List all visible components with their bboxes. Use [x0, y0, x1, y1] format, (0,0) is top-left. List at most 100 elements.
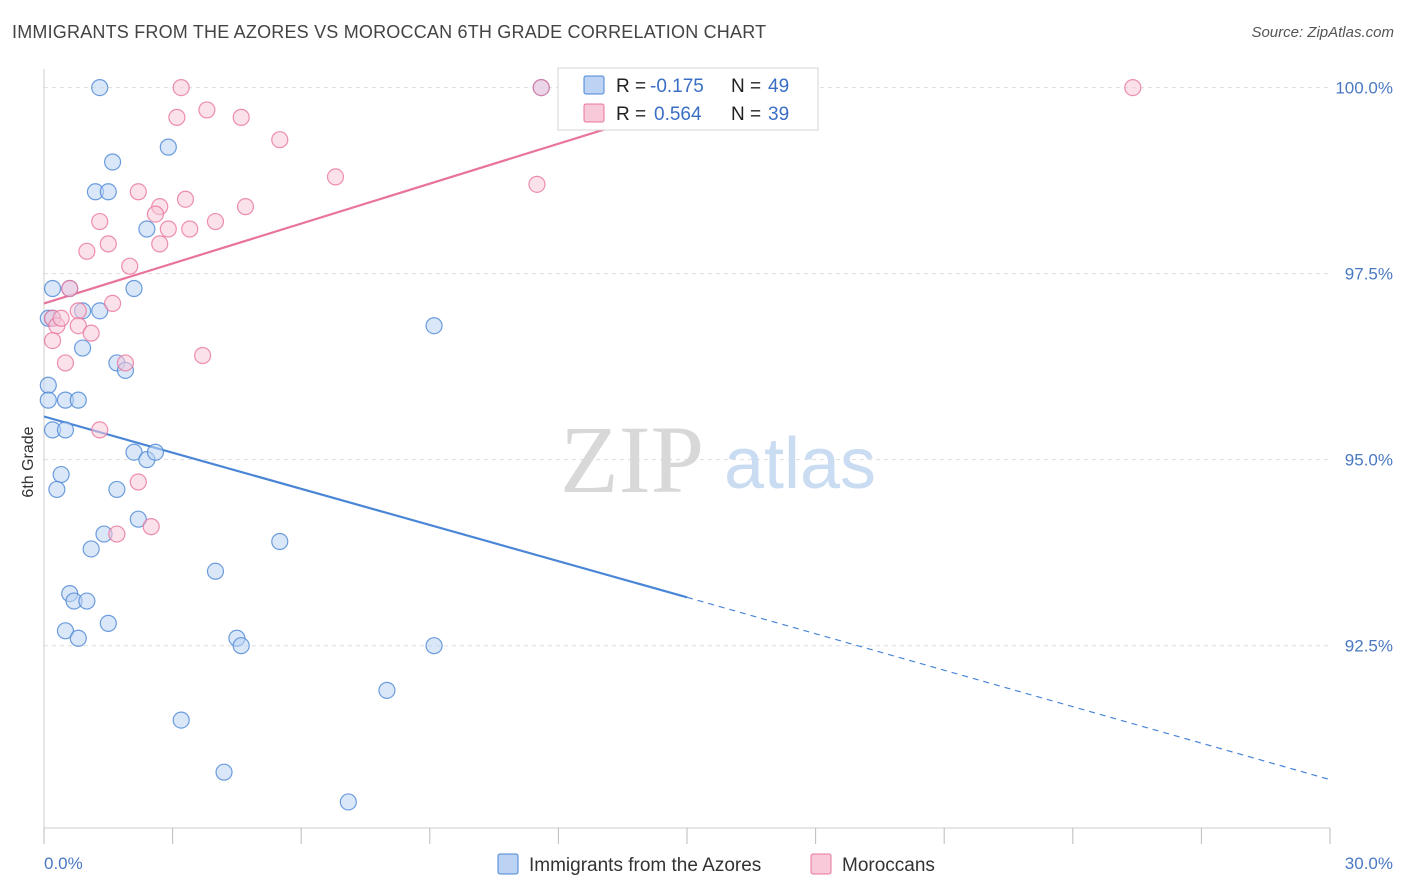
- data-points: [39, 79, 1142, 811]
- point-blue-44: [378, 681, 396, 699]
- point-pink-13: [146, 205, 165, 223]
- point-pink-28: [52, 309, 70, 327]
- point-pink-8: [326, 168, 345, 186]
- point-pink-19: [99, 235, 117, 253]
- point-pink-9: [528, 175, 546, 193]
- point-blue-43: [425, 637, 443, 655]
- point-pink-33: [56, 354, 75, 372]
- point-pink-38: [142, 518, 160, 536]
- point-pink-16: [206, 212, 225, 231]
- point-pink-32: [194, 346, 212, 365]
- point-pink-31: [43, 332, 62, 350]
- point-pink-1: [532, 79, 550, 97]
- watermark: ZIP atlas: [560, 406, 876, 513]
- point-blue-6: [138, 220, 156, 238]
- point-blue-0: [91, 79, 109, 97]
- stats-r-label-blue: R =: [616, 76, 646, 97]
- stats-swatch-pink: [583, 103, 605, 123]
- point-blue-3: [159, 138, 177, 156]
- point-blue-30: [129, 510, 147, 528]
- point-pink-10: [129, 183, 147, 201]
- y-tick-labels: 100.0% 97.5% 95.0% 92.5%: [1335, 79, 1393, 656]
- stats-r-value-pink: 0.564: [654, 104, 702, 125]
- stats-n-value-blue: 49: [768, 76, 789, 97]
- point-pink-36: [129, 473, 147, 491]
- legend-label-moroccans: Moroccans: [842, 855, 935, 876]
- point-pink-3: [1124, 79, 1142, 97]
- point-blue-9: [125, 279, 143, 298]
- point-blue-45: [172, 711, 190, 729]
- point-pink-5: [198, 101, 216, 119]
- point-blue-19: [39, 391, 57, 409]
- point-blue-42: [232, 637, 250, 655]
- point-blue-23: [56, 421, 75, 439]
- point-pink-6: [232, 108, 250, 126]
- chart-legend: Immigrants from the Azores Moroccans: [497, 853, 935, 876]
- point-blue-7: [43, 279, 62, 298]
- point-blue-28: [48, 480, 66, 499]
- stats-r-label-pink: R =: [616, 104, 646, 125]
- point-pink-7: [271, 131, 289, 149]
- legend-swatch-azores: [497, 853, 519, 875]
- point-blue-24: [125, 443, 143, 461]
- point-pink-25: [69, 302, 87, 320]
- point-pink-14: [236, 198, 255, 216]
- point-pink-15: [91, 212, 109, 231]
- point-pink-37: [108, 525, 126, 543]
- point-pink-4: [168, 108, 186, 126]
- stats-swatch-blue: [583, 75, 605, 95]
- point-pink-18: [181, 220, 199, 238]
- x-tick-label-0: 0.0%: [44, 854, 83, 873]
- point-blue-46: [215, 763, 233, 781]
- legend-swatch-moroccans: [810, 853, 832, 875]
- y-axis-label: 6th Grade: [20, 426, 37, 497]
- axes: [43, 69, 1331, 844]
- point-blue-29: [108, 480, 126, 499]
- grid-lines: [44, 87, 1330, 647]
- point-blue-37: [78, 592, 96, 610]
- point-blue-14: [425, 317, 443, 335]
- point-blue-2: [103, 153, 122, 171]
- point-blue-32: [82, 540, 100, 558]
- stats-n-label-blue: N =: [731, 76, 761, 97]
- point-blue-15: [73, 339, 92, 357]
- y-tick-label-0: 100.0%: [1335, 79, 1393, 98]
- y-tick-label-2: 95.0%: [1345, 451, 1393, 470]
- stats-n-label-pink: N =: [731, 104, 761, 125]
- y-tick-label-3: 92.5%: [1345, 637, 1393, 656]
- point-blue-5: [99, 183, 117, 201]
- watermark-zip: ZIP: [560, 406, 704, 513]
- point-blue-26: [146, 443, 165, 461]
- point-blue-40: [99, 614, 117, 632]
- y-tick-label-1: 97.5%: [1345, 265, 1393, 284]
- chart-title: IMMIGRANTS FROM THE AZORES VS MOROCCAN 6…: [12, 22, 767, 42]
- point-pink-21: [78, 242, 96, 260]
- stats-box: R = -0.175 N = 49 R = 0.564 N = 39: [557, 67, 819, 131]
- point-blue-33: [271, 532, 289, 551]
- point-pink-34: [116, 354, 135, 372]
- legend-label-azores: Immigrants from the Azores: [529, 855, 761, 876]
- point-pink-17: [159, 220, 177, 238]
- point-pink-20: [151, 235, 169, 253]
- stats-n-value-pink: 39: [768, 104, 789, 125]
- point-pink-35: [91, 421, 109, 439]
- x-tick-label-1: 30.0%: [1345, 854, 1393, 873]
- point-pink-23: [61, 279, 79, 298]
- chart-source: Source: ZipAtlas.com: [1251, 24, 1394, 41]
- trend-line-extension-blue: [686, 596, 1331, 781]
- point-pink-0: [172, 79, 190, 97]
- point-blue-39: [69, 629, 87, 647]
- point-pink-22: [121, 257, 139, 275]
- point-blue-11: [91, 302, 109, 320]
- point-pink-24: [103, 294, 122, 312]
- point-blue-38: [56, 622, 75, 640]
- stats-r-value-blue: -0.175: [650, 76, 704, 97]
- point-pink-30: [82, 324, 100, 342]
- watermark-atlas: atlas: [724, 424, 876, 504]
- point-blue-34: [206, 562, 225, 580]
- point-blue-21: [69, 391, 87, 409]
- point-blue-18: [39, 376, 57, 394]
- x-tick-labels: 0.0% 30.0%: [44, 854, 1393, 873]
- point-pink-29: [69, 317, 87, 335]
